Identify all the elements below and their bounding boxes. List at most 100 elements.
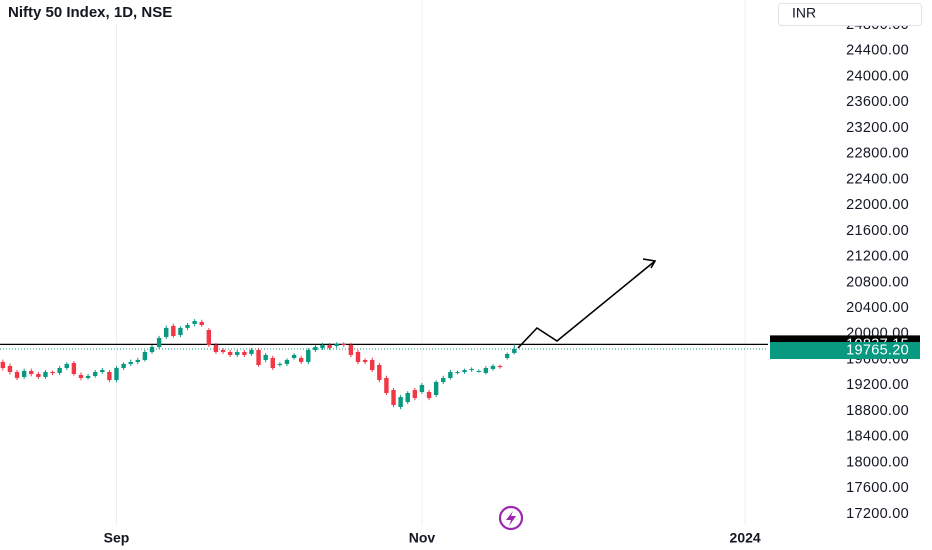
y-tick-label: 20800.00 <box>846 274 909 290</box>
y-tick-label: 17200.00 <box>846 506 909 522</box>
candle-body <box>50 372 55 374</box>
candle-body <box>512 349 517 353</box>
candle-body <box>377 364 382 380</box>
candle-body <box>277 363 283 365</box>
x-tick-label: Sep <box>104 530 130 546</box>
candle-body <box>391 390 396 406</box>
candle-body <box>469 368 474 371</box>
candle-body <box>135 359 141 362</box>
candle-body <box>483 368 489 373</box>
x-axis: Sep Nov 2024 <box>104 530 761 546</box>
candle-body <box>298 357 304 362</box>
candle-body <box>43 372 48 377</box>
candle-body <box>362 359 368 362</box>
candle-body <box>107 372 112 380</box>
candle-body <box>426 392 432 398</box>
candle-body <box>497 365 503 367</box>
candle-body <box>242 351 247 355</box>
candle-body <box>29 370 34 374</box>
y-tick-label: 23600.00 <box>846 94 909 110</box>
candle-body <box>348 344 354 355</box>
y-tick-label: 24400.00 <box>846 43 909 59</box>
candle-body <box>142 351 148 360</box>
candles <box>0 319 517 410</box>
candle-body <box>327 344 332 349</box>
logo-bolt <box>506 511 516 526</box>
chart-title: Nifty 50 Index, 1D, NSE <box>8 4 172 21</box>
arrow-head <box>642 258 657 269</box>
candle-body <box>313 346 318 350</box>
candle-body <box>306 350 311 362</box>
candle-body <box>284 359 290 364</box>
y-tick-label: 21200.00 <box>846 249 909 265</box>
y-tick-label: 19200.00 <box>846 377 909 393</box>
candle-body <box>441 377 446 382</box>
y-tick-label: 22000.00 <box>846 197 909 213</box>
candle-body <box>114 368 119 380</box>
x-tick-label: 2024 <box>730 530 761 546</box>
candle-body <box>178 327 183 335</box>
currency-box <box>778 3 922 26</box>
y-tick-label: 18400.00 <box>846 429 909 445</box>
candle-body <box>0 361 6 369</box>
candle-body <box>149 346 155 352</box>
candle-body <box>14 372 20 378</box>
y-tick-label: 22400.00 <box>846 171 909 187</box>
candle-body <box>121 363 126 369</box>
candle-body <box>462 370 467 373</box>
candle-body <box>185 324 190 328</box>
candle-body <box>291 354 297 358</box>
y-tick-label: 17600.00 <box>846 480 909 496</box>
y-tick-label: 21600.00 <box>846 223 909 239</box>
y-tick-label: 24000.00 <box>846 68 909 84</box>
candle-body <box>334 343 339 346</box>
candle-body <box>220 350 226 352</box>
candle-body <box>263 354 268 360</box>
candle-body <box>370 359 375 371</box>
candle-body <box>320 344 325 349</box>
candle-body <box>92 372 98 376</box>
candle-body <box>213 344 219 352</box>
candle-body <box>412 390 418 398</box>
candle-body <box>355 351 361 362</box>
candle-body <box>341 343 347 345</box>
candle-body <box>249 350 254 354</box>
y-tick-label: 23200.00 <box>846 120 909 136</box>
candle-body <box>433 381 439 395</box>
logo <box>498 505 524 531</box>
candle-body <box>270 357 275 369</box>
candle-body <box>227 351 233 355</box>
grid <box>0 0 770 525</box>
price-axis-panel <box>768 0 932 550</box>
drawn-arrow <box>517 260 656 349</box>
candle-body <box>171 325 176 336</box>
candle-body <box>78 374 84 378</box>
candle-body <box>21 370 27 377</box>
last-price-label-bg <box>770 342 920 360</box>
candle-body <box>206 329 212 345</box>
x-tick-label: Nov <box>409 530 436 546</box>
candle-body <box>384 377 389 393</box>
y-tick-label: 18000.00 <box>846 454 909 470</box>
y-tick-label: 20400.00 <box>846 300 909 316</box>
candle-body <box>256 350 261 365</box>
candle-body <box>128 361 133 364</box>
currency: INR <box>792 5 816 21</box>
candle-body <box>164 327 169 337</box>
candle-body <box>57 368 62 373</box>
candle-body <box>476 370 481 372</box>
candle-body <box>490 365 496 369</box>
candle-body <box>398 397 403 408</box>
title-bg <box>0 0 338 24</box>
candle-body <box>235 351 240 355</box>
candle-body <box>192 320 197 324</box>
candle-body <box>100 370 105 373</box>
candle-body <box>7 365 13 373</box>
candle-body <box>405 392 410 402</box>
candle-body <box>36 373 41 377</box>
y-tick-label: 18800.00 <box>846 403 909 419</box>
candle-body <box>455 372 460 374</box>
last-price-label: 19765.20 <box>846 342 909 358</box>
candle-body <box>199 321 204 325</box>
